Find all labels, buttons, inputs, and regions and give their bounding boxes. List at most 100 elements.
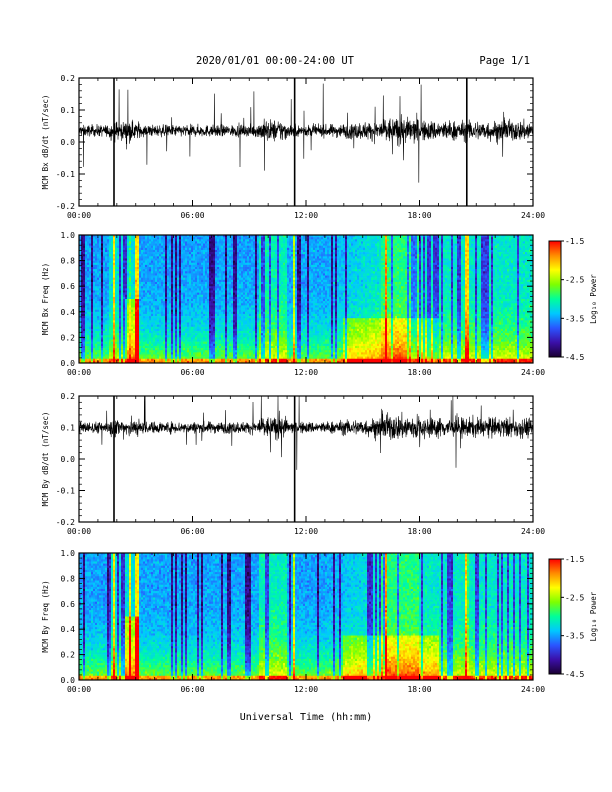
heatmap-cell <box>173 325 175 327</box>
heatmap-cell <box>93 276 95 278</box>
heatmap-cell <box>95 290 97 292</box>
heatmap-cell <box>197 267 199 269</box>
heatmap-cell <box>119 265 121 267</box>
heatmap-cell <box>187 322 189 324</box>
heatmap-cell <box>211 265 213 267</box>
heatmap-cell <box>173 303 175 305</box>
heatmap-cell <box>191 250 193 252</box>
heatmap-cell <box>151 318 153 320</box>
heatmap-cell <box>185 282 187 284</box>
heatmap-cell <box>103 359 105 361</box>
heatmap-cell <box>199 301 201 303</box>
heatmap-cell <box>193 318 195 320</box>
heatmap-cell <box>163 263 165 265</box>
heatmap-cell <box>183 312 185 314</box>
heatmap-cell <box>155 252 157 254</box>
heatmap-cell <box>105 258 107 260</box>
heatmap-cell <box>161 301 163 303</box>
heatmap-cell <box>109 357 111 359</box>
heatmap-cell <box>135 331 137 333</box>
heatmap-cell <box>211 340 213 342</box>
heatmap-cell <box>131 303 133 305</box>
heatmap-cell <box>123 241 125 243</box>
heatmap-cell <box>125 273 127 275</box>
heatmap-cell <box>103 239 105 241</box>
heatmap-cell <box>193 359 195 361</box>
heatmap-cell <box>125 350 127 352</box>
heatmap-cell <box>209 290 211 292</box>
heatmap-cell <box>205 297 207 299</box>
heatmap-cell <box>195 276 197 278</box>
heatmap-cell <box>191 348 193 350</box>
heatmap-cell <box>107 352 109 354</box>
heatmap-cell <box>109 346 111 348</box>
heatmap-cell <box>131 314 133 316</box>
heatmap-cell <box>211 303 213 305</box>
heatmap-cell <box>157 237 159 239</box>
heatmap-cell <box>177 276 179 278</box>
heatmap-cell <box>179 263 181 265</box>
heatmap-cell <box>149 241 151 243</box>
heatmap-cell <box>189 293 191 295</box>
heatmap-cell <box>119 314 121 316</box>
heatmap-cell <box>117 318 119 320</box>
heatmap-cell <box>135 254 137 256</box>
heatmap-cell <box>151 359 153 361</box>
heatmap-cell <box>113 246 115 248</box>
heatmap-cell <box>93 265 95 267</box>
heatmap-cell <box>151 308 153 310</box>
heatmap-cell <box>105 252 107 254</box>
heatmap-cell <box>109 320 111 322</box>
heatmap-cell <box>145 248 147 250</box>
heatmap-cell <box>97 282 99 284</box>
heatmap-cell <box>127 256 129 258</box>
heatmap-cell <box>161 337 163 339</box>
heatmap-cell <box>211 344 213 346</box>
heatmap-cell <box>81 282 83 284</box>
heatmap-cell <box>101 310 103 312</box>
heatmap-cell <box>109 299 111 301</box>
heatmap-cell <box>197 310 199 312</box>
heatmap-cell <box>195 282 197 284</box>
heatmap-cell <box>115 333 117 335</box>
heatmap-cell <box>99 322 101 324</box>
heatmap-cell <box>151 331 153 333</box>
heatmap-cell <box>203 308 205 310</box>
heatmap-cell <box>167 327 169 329</box>
heatmap-cell <box>187 350 189 352</box>
heatmap-cell <box>105 335 107 337</box>
heatmap-cell <box>167 241 169 243</box>
heatmap-cell <box>113 267 115 269</box>
heatmap-cell <box>157 325 159 327</box>
heatmap-cell <box>163 335 165 337</box>
heatmap-cell <box>123 254 125 256</box>
heatmap-cell <box>115 350 117 352</box>
heatmap-cell <box>155 318 157 320</box>
heatmap-cell <box>107 329 109 331</box>
heatmap-cell <box>95 308 97 310</box>
heatmap-cell <box>123 318 125 320</box>
heatmap-cell <box>127 254 129 256</box>
heatmap-cell <box>153 314 155 316</box>
heatmap-cell <box>91 344 93 346</box>
heatmap-cell <box>151 239 153 241</box>
heatmap-cell <box>131 239 133 241</box>
heatmap-cell <box>205 327 207 329</box>
heatmap-cell <box>135 337 137 339</box>
heatmap-cell <box>209 337 211 339</box>
heatmap-cell <box>173 305 175 307</box>
heatmap-cell <box>203 357 205 359</box>
heatmap-cell <box>87 310 89 312</box>
heatmap-cell <box>161 271 163 273</box>
heatmap-cell <box>175 263 177 265</box>
heatmap-cell <box>125 282 127 284</box>
heatmap-cell <box>211 256 213 258</box>
heatmap-cell <box>201 318 203 320</box>
heatmap-cell <box>183 322 185 324</box>
heatmap-cell <box>195 344 197 346</box>
heatmap-cell <box>163 269 165 271</box>
heatmap-cell <box>111 340 113 342</box>
heatmap-cell <box>103 352 105 354</box>
heatmap-cell <box>211 312 213 314</box>
heatmap-cell <box>197 297 199 299</box>
